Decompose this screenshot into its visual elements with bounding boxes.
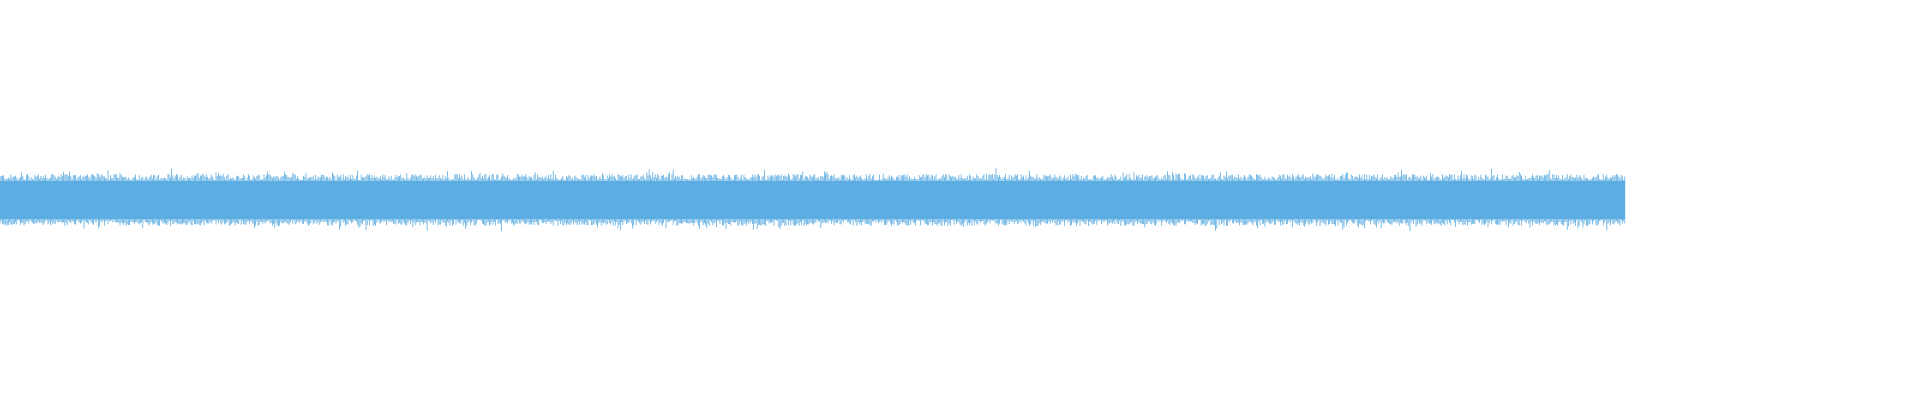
waveform-peaks: [0, 168, 1626, 232]
waveform: [0, 168, 1626, 232]
